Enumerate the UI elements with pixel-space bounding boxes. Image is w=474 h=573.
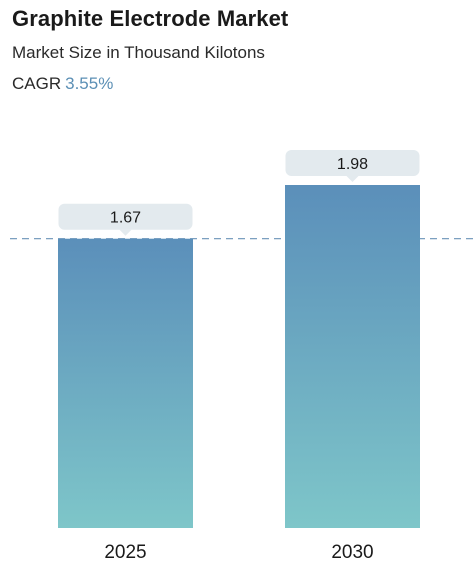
cagr-value: 3.55% [65,74,114,93]
bar-2025 [58,238,193,528]
callout-pointer [119,229,132,236]
data-label-2030: 1.98 [337,156,368,173]
x-tick-label-2030: 2030 [331,542,373,563]
chart-subtitle: Market Size in Thousand Kilotons [12,43,265,62]
bar-2030 [285,185,420,528]
labels-group: 1.67 2025 1.98 2030 [58,150,420,563]
x-tick-label-2025: 2025 [104,542,146,563]
bars-group [58,185,420,528]
data-label-2025: 1.67 [110,210,141,227]
cagr-label: CAGR [12,74,62,93]
callout-pointer [346,176,359,182]
chart-title: Graphite Electrode Market [12,6,289,31]
cagr-row: CAGR 3.55% [12,74,113,94]
value-callout-2025: 1.67 [58,203,193,236]
value-callout-2030: 1.98 [285,150,420,182]
callout-box [58,203,193,230]
callout-box [285,150,420,176]
